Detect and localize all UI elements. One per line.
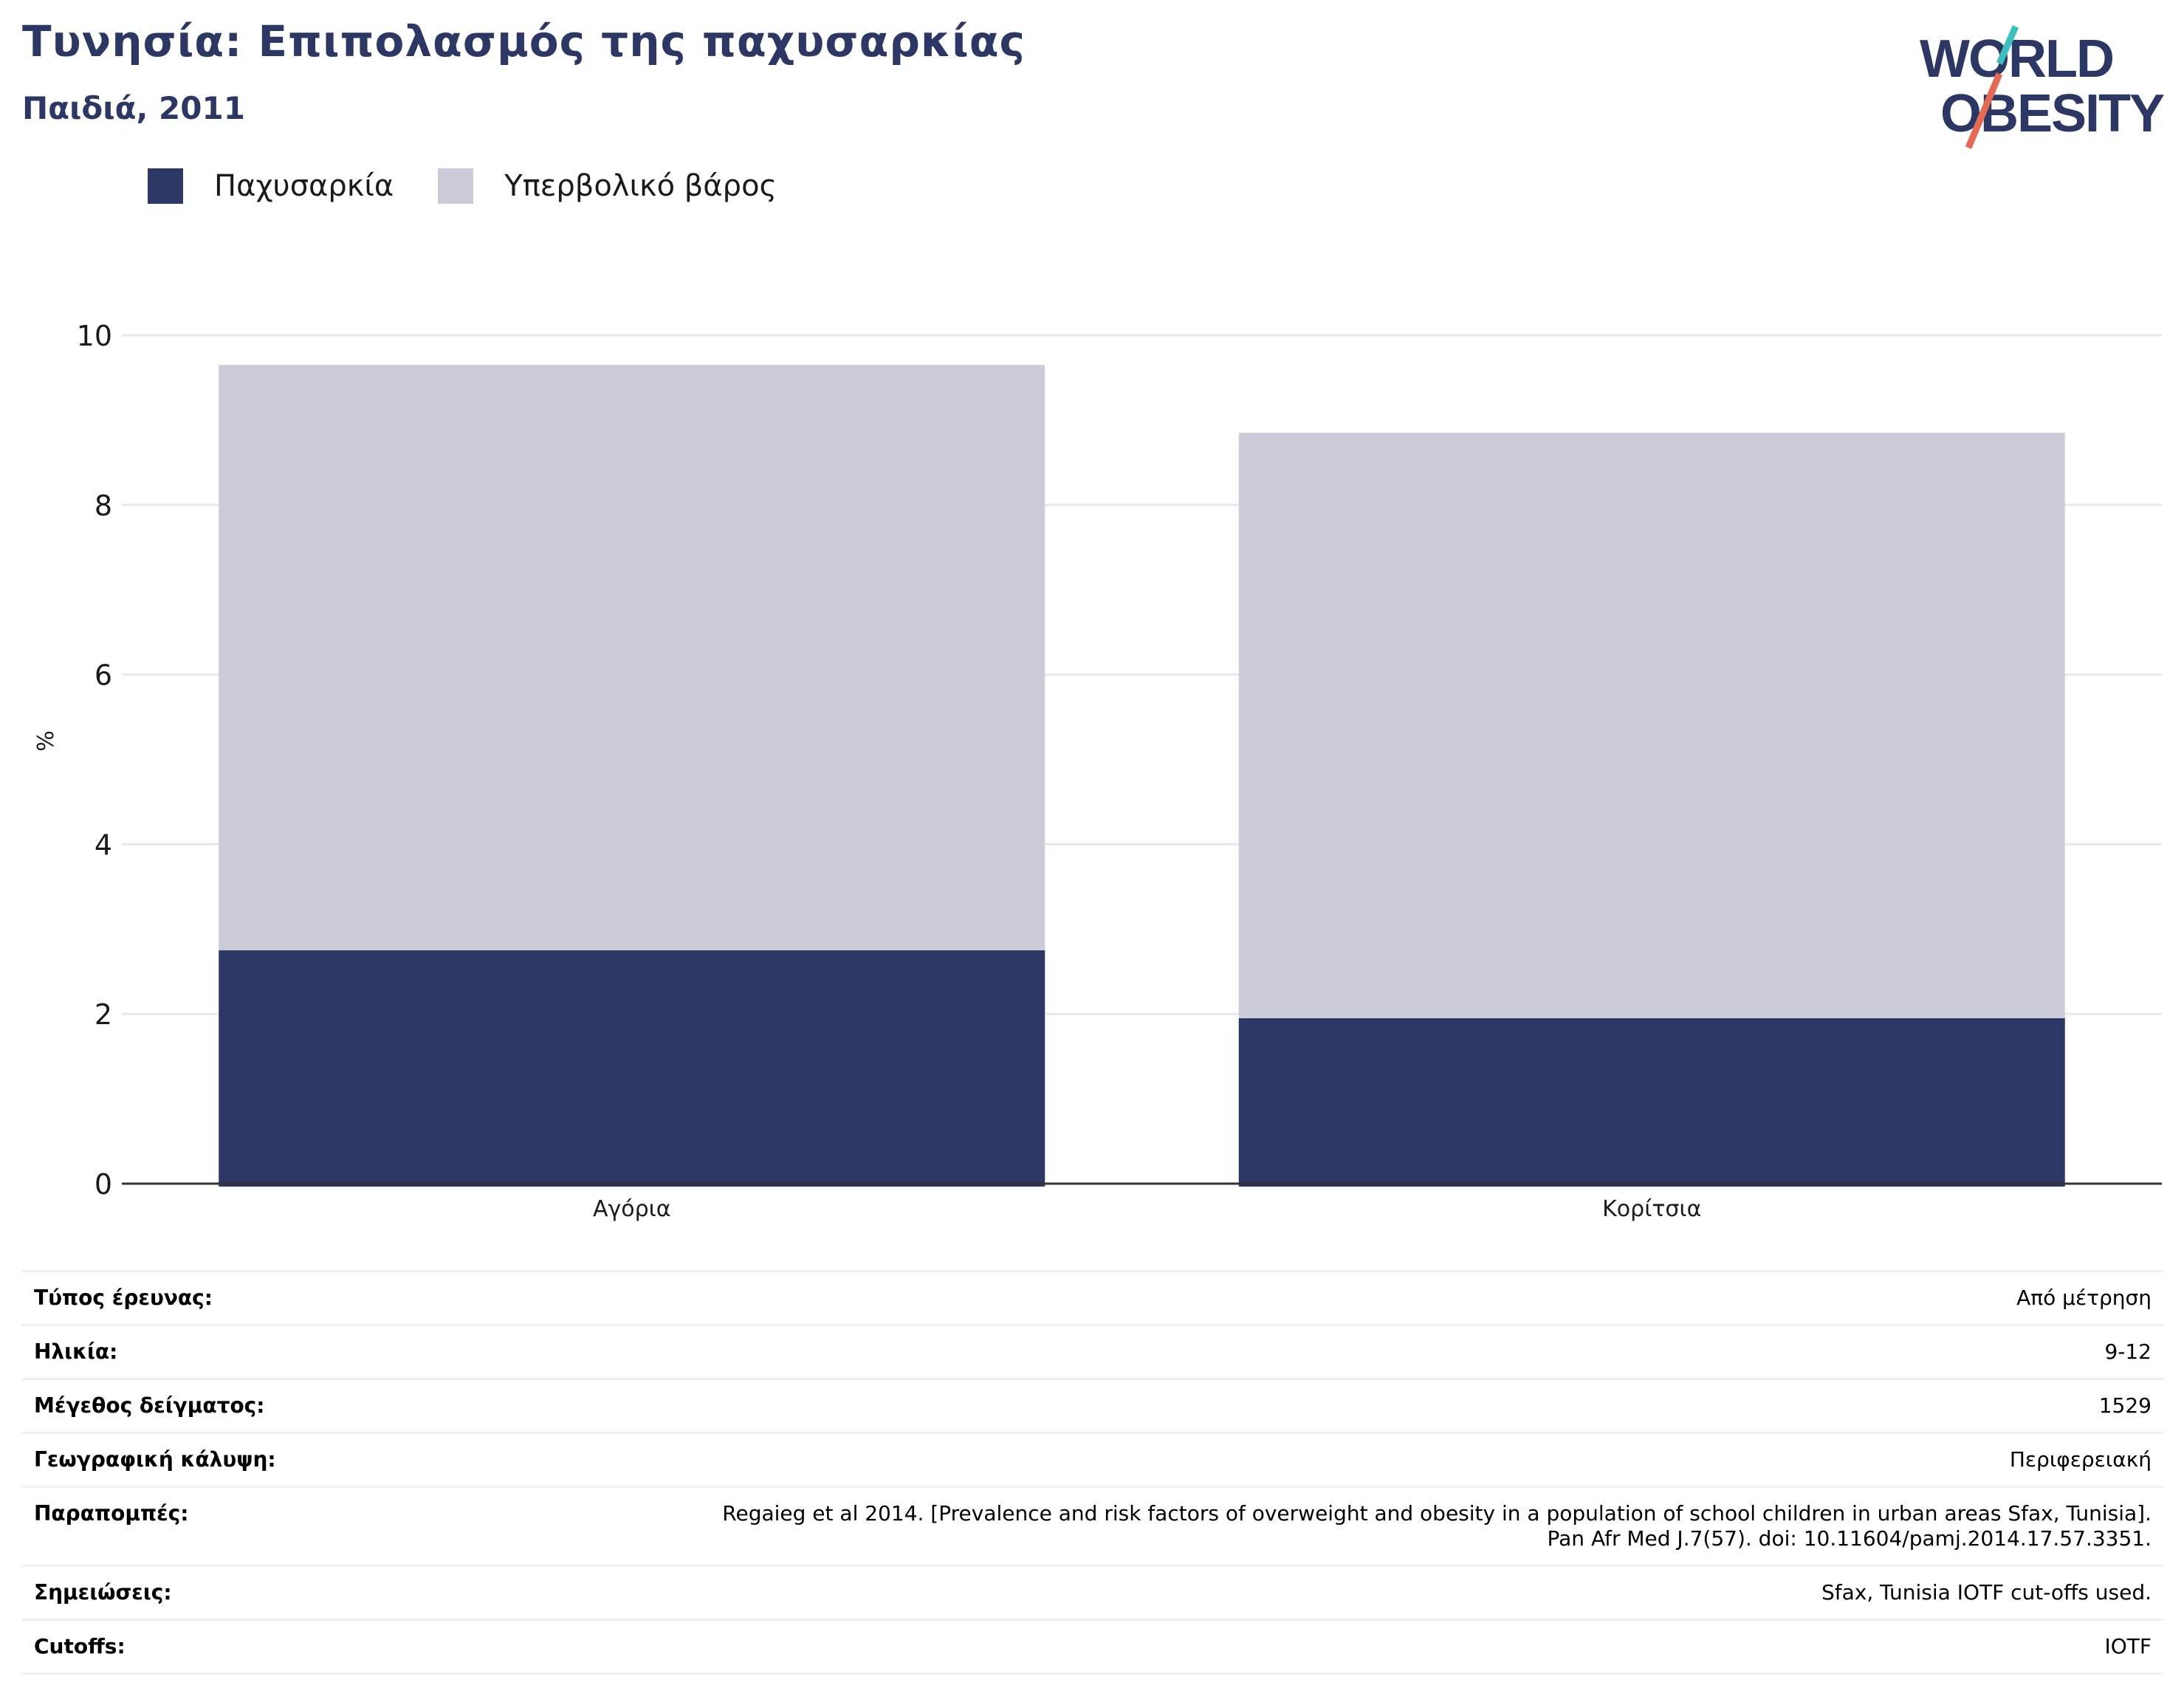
chart-title: Τυνησία: Επιπολασμός της παχυσαρκίας [22,16,1026,66]
info-row-notes: Σημειώσεις: Sfax, Tunisia IOTF cut-offs … [22,1565,2163,1620]
info-row-age: Ηλικία: 9-12 [22,1325,2163,1379]
legend-swatch-obesity [148,168,183,204]
x-tick-label: Αγόρια [593,1196,671,1222]
logo-line-1: WORLD [1920,30,2113,89]
info-row-survey-type: Τύπος έρευνας: Από μέτρηση [22,1271,2163,1325]
info-value-references: Regaieg et al 2014. [Prevalence and risk… [341,1487,2163,1566]
bar-obesity [219,950,1045,1187]
y-tick-label: 8 [95,490,112,522]
legend-item-obesity: Παχυσαρκία [148,168,394,204]
bar-obesity [1238,1018,2065,1187]
info-label: Cutoffs: [34,1634,126,1658]
y-tick-label: 2 [95,998,112,1031]
reference-line-1: Regaieg et al 2014. [Prevalence and risk… [722,1501,2152,1526]
logo-slash-red [1965,72,2003,149]
legend-item-overweight: Υπερβολικό βάρος [438,168,777,204]
reference-line-2: Pan Afr Med J.7(57). doi: 10.11604/pamj.… [1547,1526,2152,1551]
info-label: Ηλικία: [34,1339,118,1364]
y-axis-label: % [33,730,59,752]
info-row-cutoffs: Cutoffs: IOTF [22,1619,2163,1674]
info-value: Sfax, Tunisia IOTF cut-offs used. [1821,1580,2152,1605]
info-row-references: Παραπομπές: Regaieg et al 2014. [Prevale… [22,1486,2163,1566]
chart-subtitle: Παιδιά, 2011 [22,90,245,126]
bar-overweight [1238,433,2065,1018]
info-value: Περιφερειακή [2009,1447,2152,1472]
info-label: Μέγεθος δείγματος: [34,1393,265,1418]
info-value: Από μέτρηση [2016,1286,2152,1310]
chart-legend: Παχυσαρκία Υπερβολικό βάρος [148,168,821,204]
y-tick-label: 4 [95,828,112,861]
info-label: Σημειώσεις: [34,1580,172,1605]
info-value: IOTF [2104,1634,2152,1658]
survey-info-table: Τύπος έρευνας: Από μέτρηση Ηλικία: 9-12 … [22,1270,2163,1675]
legend-label-obesity: Παχυσαρκία [214,169,394,203]
x-tick-label: Κορίτσια [1602,1196,1701,1222]
info-label: Παραπομπές: [34,1501,189,1526]
info-label: Γεωγραφική κάλυψη: [34,1447,276,1472]
y-tick-label: 6 [95,659,112,692]
info-row-geographic-coverage: Γεωγραφική κάλυψη: Περιφερειακή [22,1432,2163,1487]
info-label: Τύπος έρευνας: [34,1286,213,1310]
info-value: 1529 [2098,1393,2152,1418]
legend-label-overweight: Υπερβολικό βάρος [504,169,777,203]
world-obesity-logo: WORLD OBESITY [1920,25,2166,149]
info-row-sample-size: Μέγεθος δείγματος: 1529 [22,1379,2163,1433]
bar-chart: 0 2 4 6 8 10% Αγόρια Κορίτσια [33,320,2162,1222]
y-tick-label: 10 [77,320,112,352]
y-tick-label: 0 [95,1168,112,1201]
info-value: 9-12 [2104,1339,2152,1364]
legend-swatch-overweight [438,168,474,204]
bar-overweight [219,365,1045,951]
logo-slash-teal [1996,25,2019,65]
